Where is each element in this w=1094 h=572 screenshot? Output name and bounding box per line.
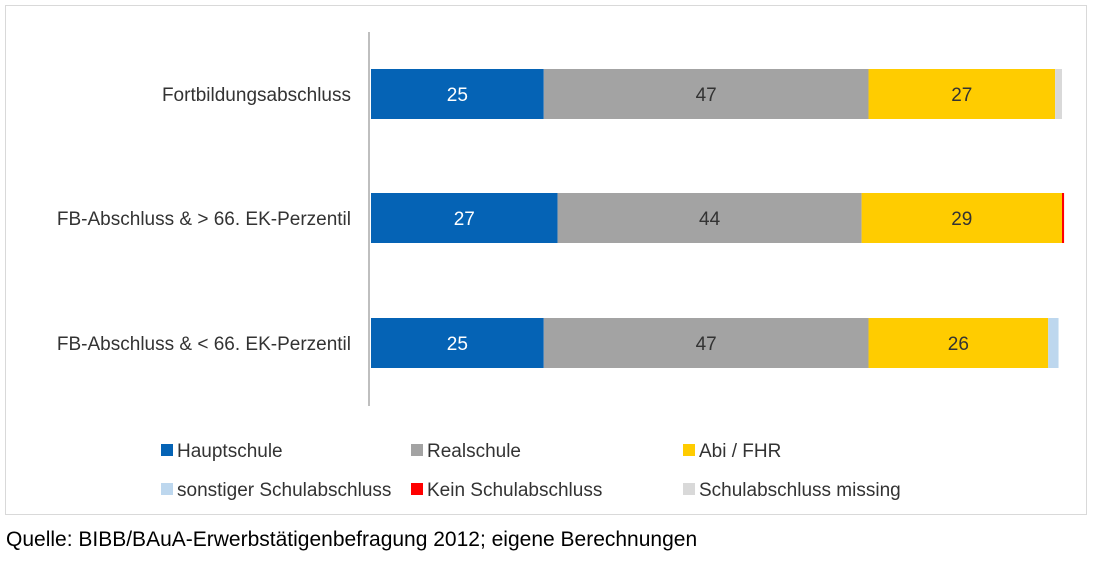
legend-label: Abi / FHR: [699, 441, 781, 462]
data-label: 44: [699, 209, 721, 230]
data-label: 27: [454, 209, 475, 230]
category-label: FB-Abschluss & < 66. EK-Perzentil: [57, 334, 351, 355]
bar-segment: [861, 193, 1062, 243]
legend-label: Realschule: [427, 441, 521, 462]
legend-swatch: [411, 483, 423, 495]
data-label: 26: [948, 334, 969, 355]
legend-swatch: [683, 483, 695, 495]
bar-segment: [371, 193, 558, 243]
legend-swatch: [411, 444, 423, 456]
bar-segment: [371, 318, 544, 368]
category-label: FB-Abschluss & > 66. EK-Perzentil: [57, 209, 351, 230]
stacked-bar-chart: Fortbildungsabschluss FB-Abschluss & > 66…: [57, 32, 1065, 501]
data-label: 25: [447, 85, 468, 106]
legend-swatch: [161, 483, 173, 495]
bar-segment: [543, 69, 869, 119]
legend-label: Schulabschluss missing: [699, 480, 901, 501]
bar-segment: [868, 318, 1049, 368]
data-label: 29: [951, 209, 972, 230]
bar-segment: [868, 69, 1056, 119]
bar-segment: [543, 318, 869, 368]
bar-segment: [1048, 318, 1059, 368]
category-label: Fortbildungsabschluss: [162, 85, 351, 106]
data-label: 27: [951, 85, 972, 106]
chart-frame: Fortbildungsabschluss FB-Abschluss & > 66…: [5, 5, 1087, 515]
data-label: 25: [447, 334, 468, 355]
bar-segment: [557, 193, 862, 243]
legend-swatch: [161, 444, 173, 456]
legend-swatch: [683, 444, 695, 456]
legend-label: Kein Schulabschluss: [427, 480, 602, 501]
bar-segment: [1062, 193, 1065, 243]
bar-segment: [371, 69, 544, 119]
source-note: Quelle: BIBB/BAuA-Erwerbstätigenbefragun…: [6, 528, 698, 551]
data-label: 47: [696, 85, 717, 106]
data-label: 47: [696, 334, 717, 355]
legend-label: sonstiger Schulabschluss: [177, 480, 391, 501]
bar-segment: [1055, 69, 1062, 119]
legend-label: Hauptschule: [177, 441, 283, 462]
